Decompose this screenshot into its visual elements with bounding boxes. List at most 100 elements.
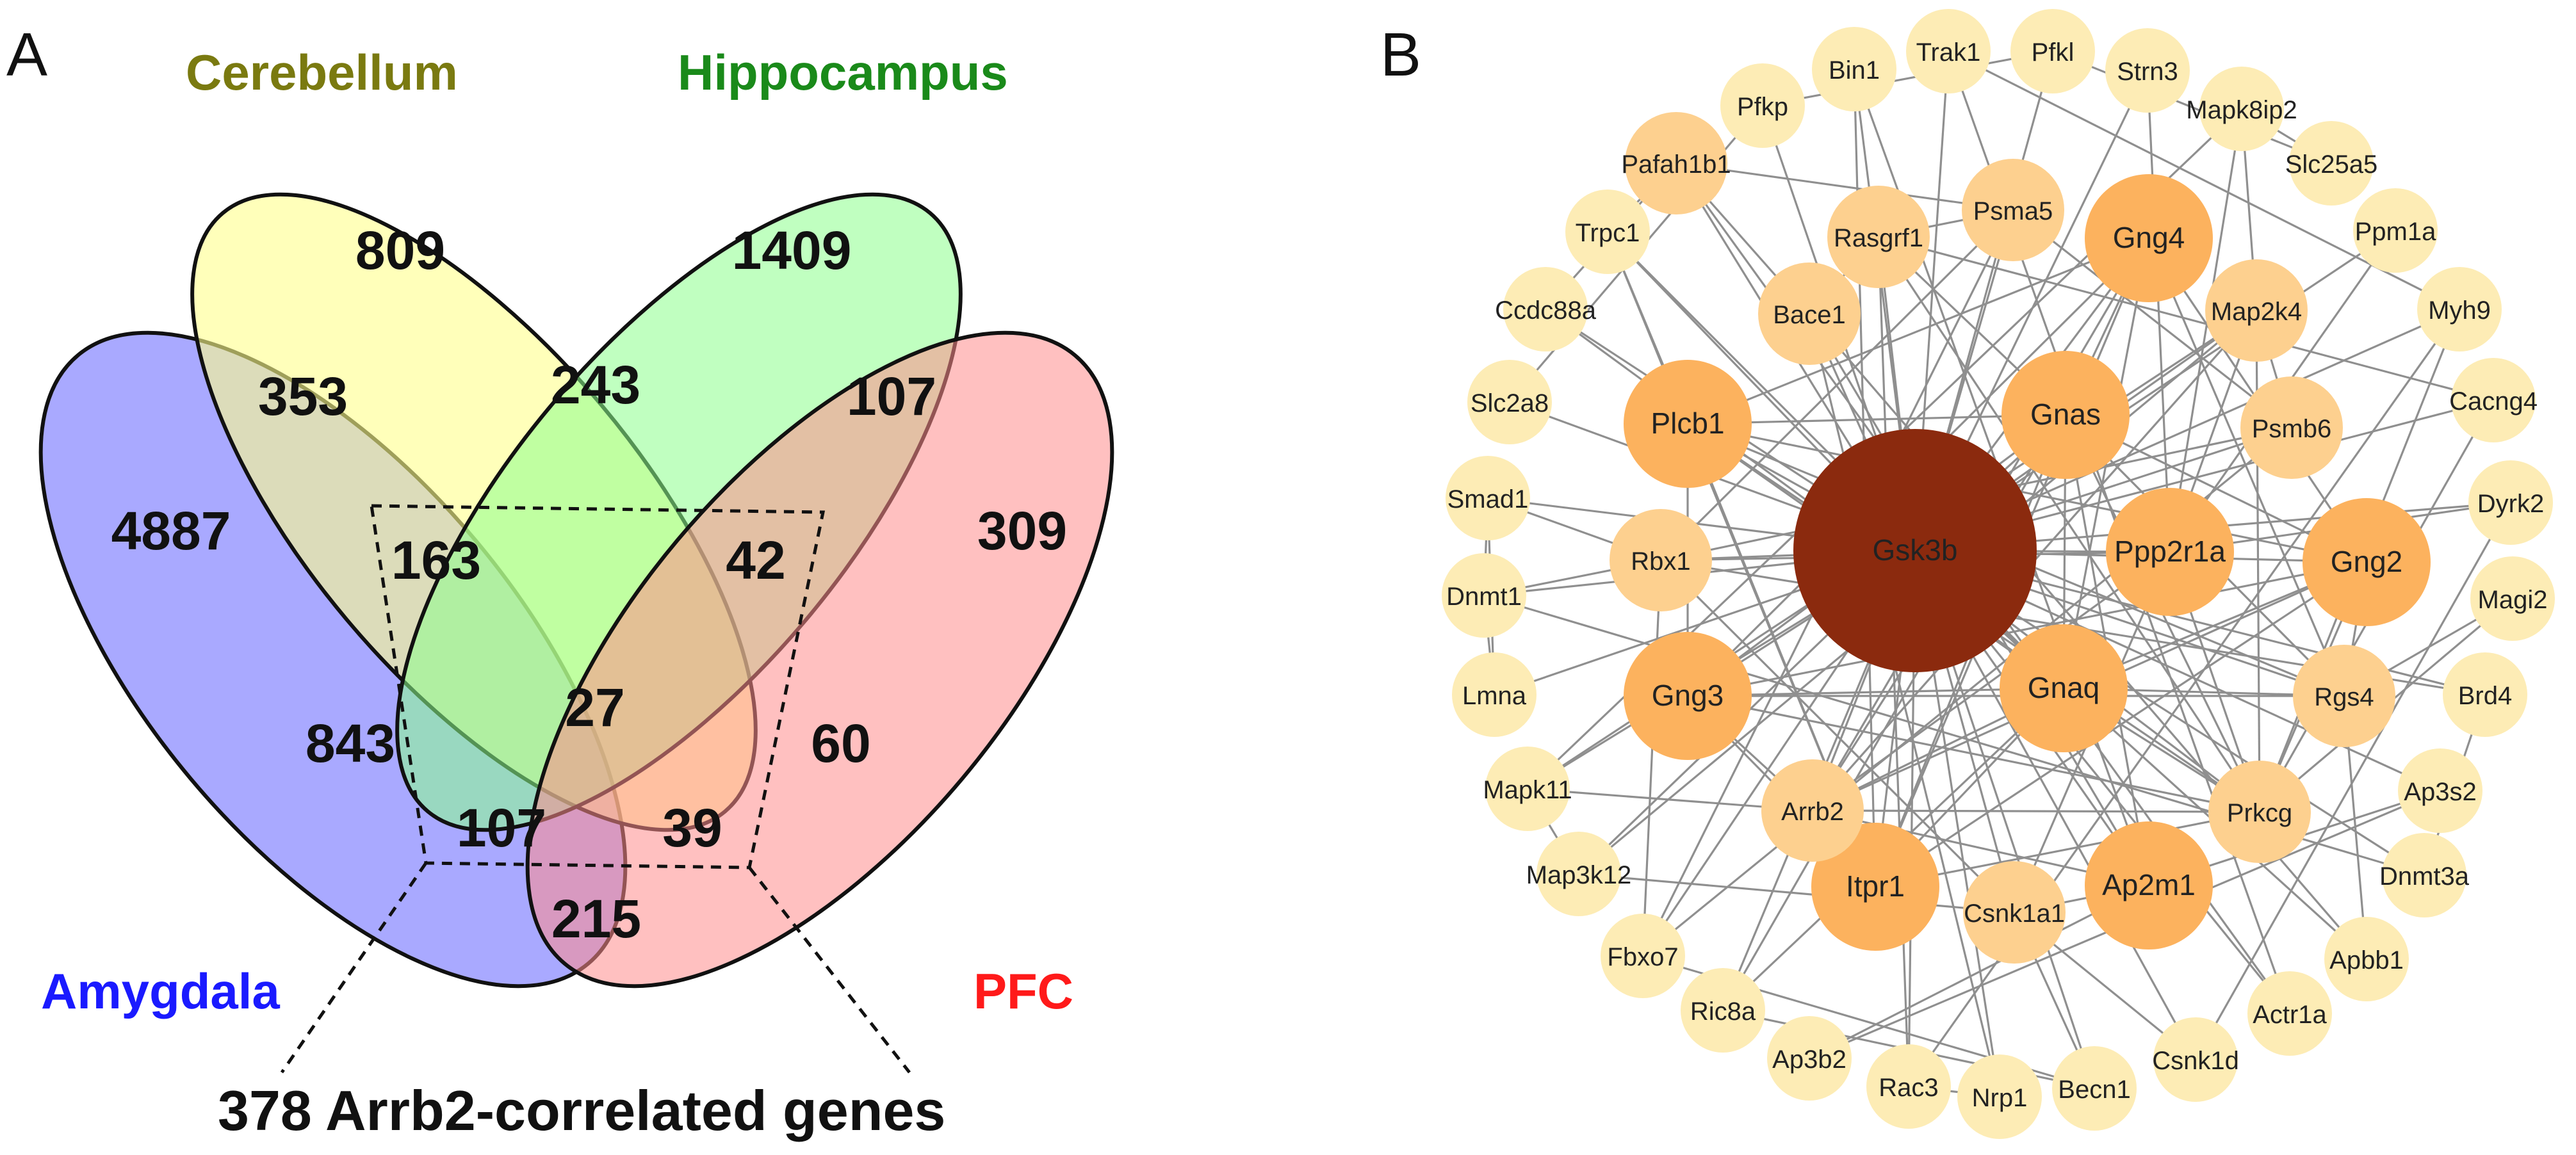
- node-label-ccdc88a: Ccdc88a: [1495, 296, 1597, 325]
- count-cerebellum-hippocampus-pfc: 42: [726, 530, 785, 590]
- node-label-map3k12: Map3k12: [1526, 861, 1632, 889]
- node-circle-mapk8ip2: [2199, 67, 2284, 151]
- node-circle-psmb6: [2240, 376, 2343, 479]
- node-circle-myh9: [2417, 267, 2502, 351]
- node-pafah1b1: Pafah1b1: [1621, 112, 1731, 214]
- edge-arrb2-prkcg: [1812, 809, 2260, 813]
- node-circle-rbx1: [1610, 509, 1712, 611]
- node-rgs4: Rgs4: [2293, 645, 2395, 747]
- node-label-mapk11: Mapk11: [1483, 776, 1572, 804]
- node-slc2a8: Slc2a8: [1467, 360, 1552, 444]
- node-map2k4: Map2k4: [2205, 259, 2308, 362]
- node-slc25a5: Slc25a5: [2285, 121, 2378, 206]
- node-label-bin1: Bin1: [1829, 56, 1880, 85]
- count-amygdala-cerebellum-pfc: 39: [662, 798, 722, 858]
- node-circle-gng4: [2085, 174, 2213, 302]
- node-psma5: Psma5: [1962, 159, 2064, 261]
- edge-rasgrf1-prkcg: [1877, 236, 2261, 812]
- node-circle-cacng4: [2451, 358, 2536, 442]
- network-panel: B Gsk3b Gnas Ppp2r1a Gnaq Gng4 Gng2 Gng3 Plcb1 I…: [1380, 9, 2555, 1139]
- node-label-ric8a: Ric8a: [1690, 998, 1756, 1026]
- node-gng4: Gng4: [2085, 174, 2213, 302]
- node-circle-bin1: [1812, 27, 1896, 111]
- node-label-actr1a: Actr1a: [2253, 1001, 2327, 1029]
- node-circle-itpr1: [1811, 823, 1939, 951]
- node-circle-magi2: [2470, 556, 2555, 641]
- node-brd4: Brd4: [2443, 652, 2527, 737]
- callout-label: 378 Arrb2-correlated genes: [218, 1079, 945, 1142]
- node-label-ap2m1: Ap2m1: [2102, 868, 2196, 901]
- node-bin1: Bin1: [1812, 27, 1896, 111]
- count-pfc-only: 309: [977, 501, 1067, 561]
- node-gnaq: Gnaq: [2000, 624, 2128, 752]
- callout-leader-right: [748, 866, 911, 1074]
- edge-csnk1a1-rbx1: [1659, 559, 2016, 914]
- node-gsk3b: Gsk3b: [1793, 429, 2037, 672]
- node-circle-prkcg: [2208, 761, 2311, 863]
- node-circle-dyrk2: [2468, 460, 2553, 545]
- node-label-cacng4: Cacng4: [2449, 387, 2538, 416]
- count-amygdala-cerebellum: 353: [258, 366, 348, 426]
- node-label-slc25a5: Slc25a5: [2285, 150, 2378, 179]
- node-circle-smad1: [1446, 456, 1530, 540]
- node-circle-ric8a: [1681, 968, 1765, 1053]
- node-becn1: Becn1: [2052, 1046, 2137, 1131]
- node-circle-ppm1a: [2353, 188, 2438, 273]
- node-ppm1a: Ppm1a: [2353, 188, 2438, 273]
- edge-gng2-itpr1: [1875, 561, 2367, 888]
- node-label-lmna: Lmna: [1462, 682, 1527, 710]
- node-label-mapk8ip2: Mapk8ip2: [2186, 96, 2297, 124]
- node-dyrk2: Dyrk2: [2468, 460, 2553, 545]
- node-gng2: Gng2: [2303, 498, 2431, 626]
- node-circle-gsk3b: [1793, 429, 2037, 672]
- count-amygdala-hippocampus: 843: [306, 713, 395, 773]
- node-plcb1: Plcb1: [1624, 360, 1752, 488]
- node-circle-becn1: [2052, 1046, 2137, 1131]
- node-ap3s2: Ap3s2: [2398, 748, 2482, 833]
- node-circle-plcb1: [1624, 360, 1752, 488]
- node-magi2: Magi2: [2470, 556, 2555, 641]
- node-circle-map2k4: [2205, 259, 2308, 362]
- node-label-pafah1b1: Pafah1b1: [1621, 150, 1731, 179]
- count-hippocampus-pfc: 107: [847, 366, 936, 426]
- node-circle-fbxo7: [1601, 914, 1685, 998]
- node-mapk8ip2: Mapk8ip2: [2186, 67, 2297, 151]
- node-label-ppp2r1a: Ppp2r1a: [2114, 535, 2226, 568]
- edge-pfkl-slc25a5: [2052, 50, 2332, 165]
- node-dnmt3a: Dnmt3a: [2379, 833, 2470, 917]
- node-label-trpc1: Trpc1: [1576, 219, 1640, 247]
- node-label-map2k4: Map2k4: [2211, 298, 2302, 326]
- node-gnas: Gnas: [2001, 351, 2130, 479]
- node-circle-mapk11: [1485, 747, 1570, 831]
- node-label-psmb6: Psmb6: [2252, 415, 2332, 443]
- highlight-outline: [280, 504, 911, 1074]
- node-rac3: Rac3: [1866, 1044, 1951, 1129]
- node-circle-gng2: [2303, 498, 2431, 626]
- node-circle-csnk1a1: [1963, 861, 2066, 964]
- node-label-csnk1a1: Csnk1a1: [1964, 900, 2065, 928]
- node-psmb6: Psmb6: [2240, 376, 2343, 479]
- node-circle-pfkp: [1720, 63, 1805, 148]
- node-label-ap3b2: Ap3b2: [1772, 1046, 1846, 1074]
- node-gng3: Gng3: [1624, 632, 1752, 760]
- node-label-psma5: Psma5: [1973, 197, 2053, 225]
- node-label-pfkl: Pfkl: [2032, 38, 2075, 67]
- node-prkcg: Prkcg: [2208, 761, 2311, 863]
- node-ppp2r1a: Ppp2r1a: [2106, 488, 2234, 616]
- node-myh9: Myh9: [2417, 267, 2502, 351]
- count-cerebellum-hippocampus: 243: [551, 355, 640, 415]
- node-arrb2: Arrb2: [1761, 759, 1864, 862]
- edge-pfkl-pfkp: [1762, 50, 2053, 107]
- label-pfc: PFC: [974, 963, 1073, 1019]
- panel-b-letter: B: [1380, 20, 1421, 89]
- edge-psma5-pafah1b1: [1675, 162, 2014, 211]
- node-label-apbb1: Apbb1: [2329, 946, 2404, 974]
- callout-leader-left: [280, 862, 428, 1074]
- edge-rasgrf1-cacng4: [1878, 236, 2494, 401]
- node-circle-ppp2r1a: [2106, 488, 2234, 616]
- node-label-dyrk2: Dyrk2: [2477, 490, 2544, 518]
- node-strn3: Strn3: [2105, 28, 2190, 113]
- node-label-gng3: Gng3: [1652, 679, 1724, 712]
- node-apbb1: Apbb1: [2324, 917, 2409, 1001]
